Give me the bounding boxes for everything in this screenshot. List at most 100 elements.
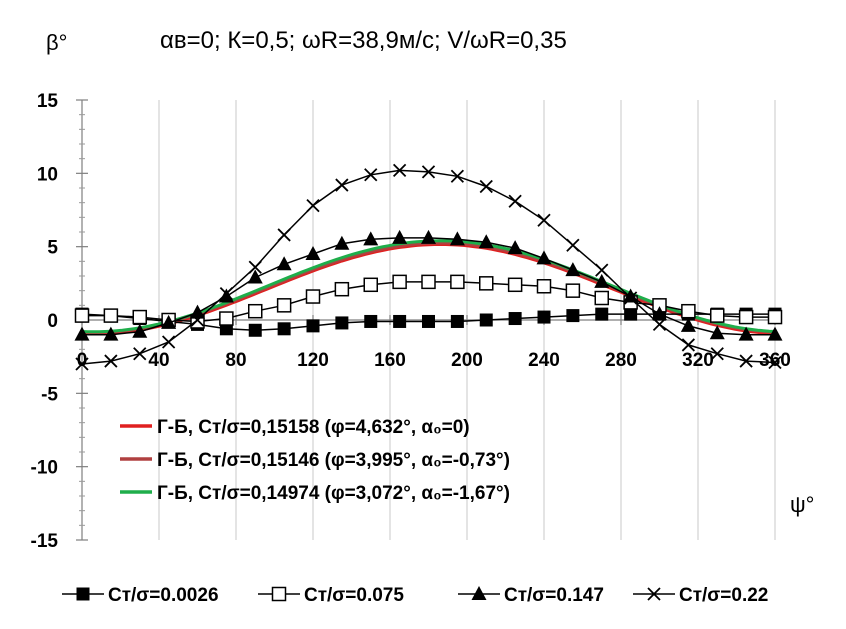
series-3-point (594, 273, 610, 288)
series-1-point (537, 310, 551, 324)
series-3-point (305, 246, 321, 260)
series-3-point (103, 326, 119, 341)
y-axis-label: β° (46, 30, 67, 55)
chart-title: αв=0; К=0,5; ωR=38,9м/с; V/ωR=0,35 (160, 27, 567, 54)
series-1-point (566, 309, 580, 323)
series-3-point (507, 240, 523, 255)
series-4-point (450, 169, 465, 183)
legend-series-marker (76, 587, 90, 601)
legend-series: Ст/σ=0.0026 Ст/σ=0.075 Ст/σ=0.147 Ст/σ=0.22 (62, 585, 768, 606)
series-2-point (392, 274, 407, 290)
series-3-point (276, 256, 292, 271)
series-2-point (248, 303, 263, 319)
series-2-point (219, 311, 234, 326)
series-3-point (565, 262, 581, 277)
series-3-point (161, 314, 177, 329)
series-3-point (334, 235, 350, 250)
x-tick-labels: 0 40 80 120 160 200 240 280 320 360 (77, 350, 791, 371)
series-4-point (219, 286, 234, 301)
y-tick-label: -15 (31, 531, 59, 552)
series-2-point (767, 309, 783, 325)
series-2-point (305, 289, 321, 304)
series-3-point (132, 323, 148, 338)
series-3-point (623, 288, 639, 303)
series-4-point (277, 228, 291, 242)
x-tick-label: 280 (605, 350, 637, 371)
y-tick-label: 5 (47, 238, 58, 259)
series-2-point (421, 274, 436, 290)
legend-series-label: Ст/σ=0.075 (304, 585, 404, 606)
series-line-4 (81, 169, 776, 365)
series-1-point (595, 307, 609, 321)
x-tick-label: 200 (451, 350, 483, 371)
series-1-point (335, 316, 349, 330)
series-4-point (710, 347, 724, 361)
series-3-point (709, 325, 725, 340)
series-4-point (392, 163, 407, 178)
x-axis-label: ψ° (790, 492, 814, 517)
series-3-point (218, 288, 234, 303)
series-2-point (710, 308, 725, 323)
series-2-point (363, 277, 378, 293)
series-4-point (508, 194, 522, 208)
series-2-point (132, 309, 147, 325)
legend-curve-label: Г-Б, Ст/σ=0,14974 (φ=3,072°, α₀=-1,67°) (157, 483, 510, 504)
series-3-point (74, 326, 90, 341)
y-tick-label: -5 (41, 384, 58, 405)
series-3-point (767, 326, 783, 341)
x-tick-label: 360 (759, 350, 791, 371)
series-1-point (306, 319, 320, 333)
series-4-point (681, 338, 696, 352)
legend-curve-label: Г-Б, Ст/σ=0,15158 (φ=4,632°, α₀=0) (157, 417, 470, 438)
series-3-point (478, 234, 494, 249)
series-4-point (306, 198, 320, 213)
series-4-point (537, 213, 551, 227)
data-series (74, 163, 783, 371)
series-4-point (133, 347, 147, 361)
legend-curve-label: Г-Б, Ст/σ=0,15146 (φ=3,995°, α₀=-0,73°) (157, 450, 510, 471)
x-tick-label: 320 (682, 350, 714, 371)
series-3-point (247, 269, 263, 284)
x-tick-label: 160 (374, 350, 406, 371)
y-tick-labels: 15 10 5 0 -5 -10 -15 (31, 91, 59, 552)
series-4-point (335, 178, 349, 192)
series-2-point (479, 276, 494, 291)
x-tick-label: 80 (225, 350, 246, 371)
x-tick-label: 240 (528, 350, 560, 371)
series-2-point (74, 308, 90, 323)
series-4-point (652, 317, 667, 332)
y-tick-label: 0 (47, 311, 58, 332)
series-1-point (248, 323, 262, 337)
series-1-point (450, 314, 464, 328)
legend-series-label: Ст/σ=0.147 (504, 585, 604, 606)
x-tick-label: 120 (297, 350, 329, 371)
series-3-point (421, 229, 436, 244)
x-tick-label: 40 (148, 350, 169, 371)
series-1-point (393, 314, 407, 328)
series-2-point (565, 283, 581, 298)
y-tick-label: 10 (37, 164, 58, 185)
series-2-point (536, 279, 552, 294)
series-4-point (421, 165, 436, 179)
legend-series-marker (471, 586, 487, 600)
legend-curves: Г-Б, Ст/σ=0,15158 (φ=4,632°, α₀=0) Г-Б, С… (120, 417, 510, 504)
series-2-point (681, 303, 696, 319)
legend-series-marker (647, 587, 661, 601)
y-tick-label: -10 (31, 458, 58, 479)
series-1-point (277, 322, 291, 336)
legend-series-marker (271, 586, 287, 602)
series-4-point (190, 313, 205, 327)
series-4-point (479, 179, 493, 194)
series-3-point (536, 250, 552, 265)
series-2-point (738, 309, 754, 325)
legend-series-label: Ст/σ=0.22 (679, 585, 768, 606)
series-1-point (508, 312, 522, 326)
series-3-point (363, 231, 379, 246)
series-4-point (768, 355, 782, 370)
series-4-point (595, 263, 609, 277)
series-1-point (624, 307, 638, 321)
legend-series-label: Ст/σ=0.0026 (108, 585, 219, 606)
series-2-point (507, 277, 523, 293)
series-3-point (652, 306, 667, 321)
series-2-point (103, 308, 119, 323)
